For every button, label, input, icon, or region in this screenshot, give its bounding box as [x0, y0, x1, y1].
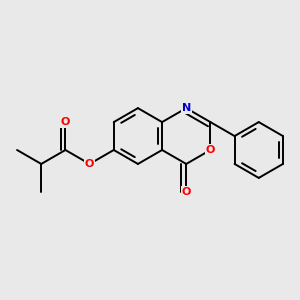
Text: O: O: [85, 159, 94, 169]
Text: O: O: [206, 145, 215, 155]
Text: N: N: [182, 103, 191, 113]
Text: O: O: [61, 117, 70, 127]
Text: O: O: [182, 187, 191, 197]
